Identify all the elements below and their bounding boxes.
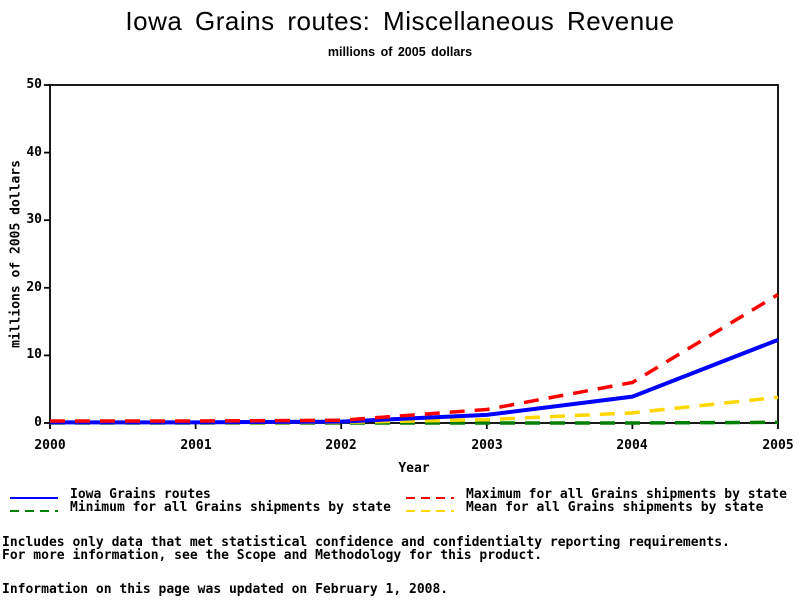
y-tick-label-20: 20 — [26, 280, 42, 295]
legend-line-swatch-blue-solid — [8, 491, 60, 499]
legend-item-minimum: Minimum for all Grains shipments by stat… — [8, 500, 391, 515]
legend-item-iowa-grains-routes: Iowa Grains routes — [8, 487, 211, 502]
footnote-line-2: For more information, see the Scope and … — [2, 548, 543, 563]
x-tick-label-2003: 2003 — [471, 438, 503, 453]
y-tick-label-30: 30 — [26, 212, 42, 227]
footnote-line-1: Includes only data that met statistical … — [2, 535, 730, 550]
legend-label: Mean for all Grains shipments by state — [466, 500, 764, 515]
x-tick-label-2002: 2002 — [325, 438, 357, 453]
legend-label: Iowa Grains routes — [70, 487, 211, 502]
legend-label: Maximum for all Grains shipments by stat… — [466, 487, 787, 502]
y-tick-label-0: 0 — [34, 415, 42, 430]
y-tick-label-10: 10 — [26, 347, 42, 362]
legend-label: Minimum for all Grains shipments by stat… — [70, 500, 391, 515]
updated-date-note: Information on this page was updated on … — [2, 582, 449, 597]
y-axis-title: millions of 2005 dollars — [8, 160, 24, 348]
legend-line-swatch-green-dashed — [8, 504, 60, 512]
x-tick-label-2005: 2005 — [762, 438, 794, 453]
y-tick-label-40: 40 — [26, 145, 42, 160]
legend-line-swatch-red-dashed — [404, 491, 456, 499]
y-tick-label-50: 50 — [26, 77, 42, 92]
legend-item-mean: Mean for all Grains shipments by state — [404, 500, 764, 515]
x-axis-title: Year — [398, 461, 430, 476]
x-tick-label-2001: 2001 — [180, 438, 212, 453]
plot-canvas — [44, 84, 779, 429]
chart-subtitle: millions of 2005 dollars — [327, 45, 473, 59]
plot-area: millions of 2005 dollars 0 10 20 30 40 5… — [8, 77, 794, 476]
legend-item-maximum: Maximum for all Grains shipments by stat… — [404, 487, 787, 502]
legend-line-swatch-yellow-dashed — [404, 504, 456, 512]
x-tick-label-2000: 2000 — [34, 438, 66, 453]
x-tick-label-2004: 2004 — [616, 438, 648, 453]
chart-title: Iowa Grains routes: Miscellaneous Revenu… — [125, 6, 675, 36]
